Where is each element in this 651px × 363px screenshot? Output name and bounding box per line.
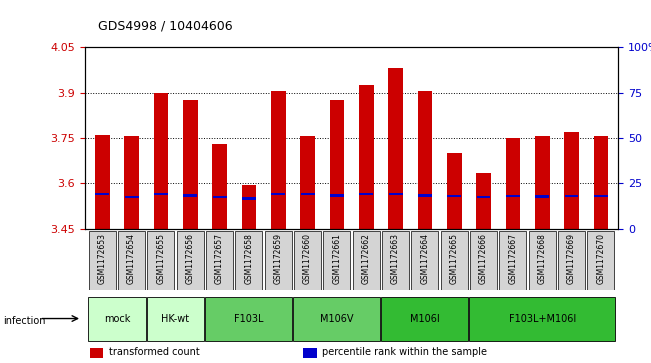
Bar [329, 100, 344, 229]
Text: GSM1172657: GSM1172657 [215, 233, 224, 284]
FancyBboxPatch shape [324, 231, 350, 290]
Bar [95, 193, 109, 195]
FancyBboxPatch shape [353, 231, 380, 290]
FancyBboxPatch shape [558, 231, 585, 290]
Text: F103L: F103L [234, 314, 264, 323]
Bar [300, 136, 315, 229]
Bar [213, 196, 227, 198]
Bar [183, 194, 197, 197]
FancyBboxPatch shape [265, 231, 292, 290]
Text: GSM1172656: GSM1172656 [186, 233, 195, 284]
Text: GSM1172666: GSM1172666 [479, 233, 488, 284]
Bar [271, 91, 286, 229]
FancyBboxPatch shape [381, 297, 468, 340]
FancyBboxPatch shape [470, 231, 497, 290]
Text: GDS4998 / 10404606: GDS4998 / 10404606 [98, 20, 232, 33]
FancyBboxPatch shape [529, 231, 556, 290]
Bar [212, 144, 227, 229]
FancyBboxPatch shape [88, 297, 146, 340]
Bar [330, 194, 344, 197]
Text: GSM1172653: GSM1172653 [98, 233, 107, 284]
Bar [124, 196, 139, 198]
Text: percentile rank within the sample: percentile rank within the sample [322, 347, 487, 357]
Text: GSM1172655: GSM1172655 [156, 233, 165, 284]
Bar [183, 100, 197, 229]
FancyBboxPatch shape [587, 231, 615, 290]
Bar [242, 197, 256, 200]
FancyBboxPatch shape [206, 297, 292, 340]
Bar [506, 138, 520, 229]
FancyBboxPatch shape [469, 297, 615, 340]
FancyBboxPatch shape [147, 297, 204, 340]
Bar [594, 136, 608, 229]
FancyBboxPatch shape [176, 231, 204, 290]
Text: GSM1172661: GSM1172661 [333, 233, 341, 284]
Text: GSM1172663: GSM1172663 [391, 233, 400, 284]
Bar [564, 132, 579, 229]
Bar [301, 193, 314, 195]
Bar [417, 91, 432, 229]
Bar [535, 136, 549, 229]
FancyBboxPatch shape [118, 231, 145, 290]
Bar [359, 193, 373, 195]
Text: GSM1172667: GSM1172667 [508, 233, 518, 284]
Bar [271, 193, 285, 195]
Text: GSM1172660: GSM1172660 [303, 233, 312, 284]
Bar [242, 185, 256, 229]
Bar [388, 68, 403, 229]
Bar [154, 93, 168, 229]
FancyBboxPatch shape [294, 231, 321, 290]
Text: transformed count: transformed count [109, 347, 199, 357]
FancyBboxPatch shape [499, 231, 527, 290]
Bar [359, 85, 374, 229]
Text: GSM1172654: GSM1172654 [127, 233, 136, 284]
Bar [535, 195, 549, 197]
Text: GSM1172664: GSM1172664 [421, 233, 430, 284]
FancyBboxPatch shape [206, 231, 233, 290]
FancyBboxPatch shape [147, 231, 174, 290]
FancyBboxPatch shape [382, 231, 409, 290]
Bar [447, 153, 462, 229]
Text: HK-wt: HK-wt [161, 314, 189, 323]
Text: F103L+M106I: F103L+M106I [508, 314, 576, 323]
Text: GSM1172665: GSM1172665 [450, 233, 459, 284]
Text: GSM1172668: GSM1172668 [538, 233, 547, 284]
Text: M106I: M106I [410, 314, 439, 323]
Bar [95, 135, 109, 229]
FancyBboxPatch shape [441, 231, 467, 290]
Text: GSM1172669: GSM1172669 [567, 233, 576, 284]
Bar [418, 194, 432, 197]
Bar [594, 195, 608, 197]
Bar [506, 195, 520, 197]
Bar [389, 193, 402, 195]
Text: GSM1172659: GSM1172659 [273, 233, 283, 284]
Bar [477, 196, 490, 198]
Bar [476, 173, 491, 229]
Text: mock: mock [104, 314, 130, 323]
Text: GSM1172662: GSM1172662 [362, 233, 370, 284]
Bar [124, 136, 139, 229]
Bar [447, 195, 461, 197]
Text: GSM1172670: GSM1172670 [596, 233, 605, 284]
Bar [564, 195, 579, 197]
FancyBboxPatch shape [89, 231, 116, 290]
FancyBboxPatch shape [236, 231, 262, 290]
Bar [154, 193, 168, 195]
Text: GSM1172658: GSM1172658 [244, 233, 253, 284]
Text: infection: infection [3, 316, 46, 326]
FancyBboxPatch shape [411, 231, 438, 290]
Text: M106V: M106V [320, 314, 353, 323]
Bar [90, 348, 104, 358]
FancyBboxPatch shape [294, 297, 380, 340]
Bar [303, 348, 317, 358]
